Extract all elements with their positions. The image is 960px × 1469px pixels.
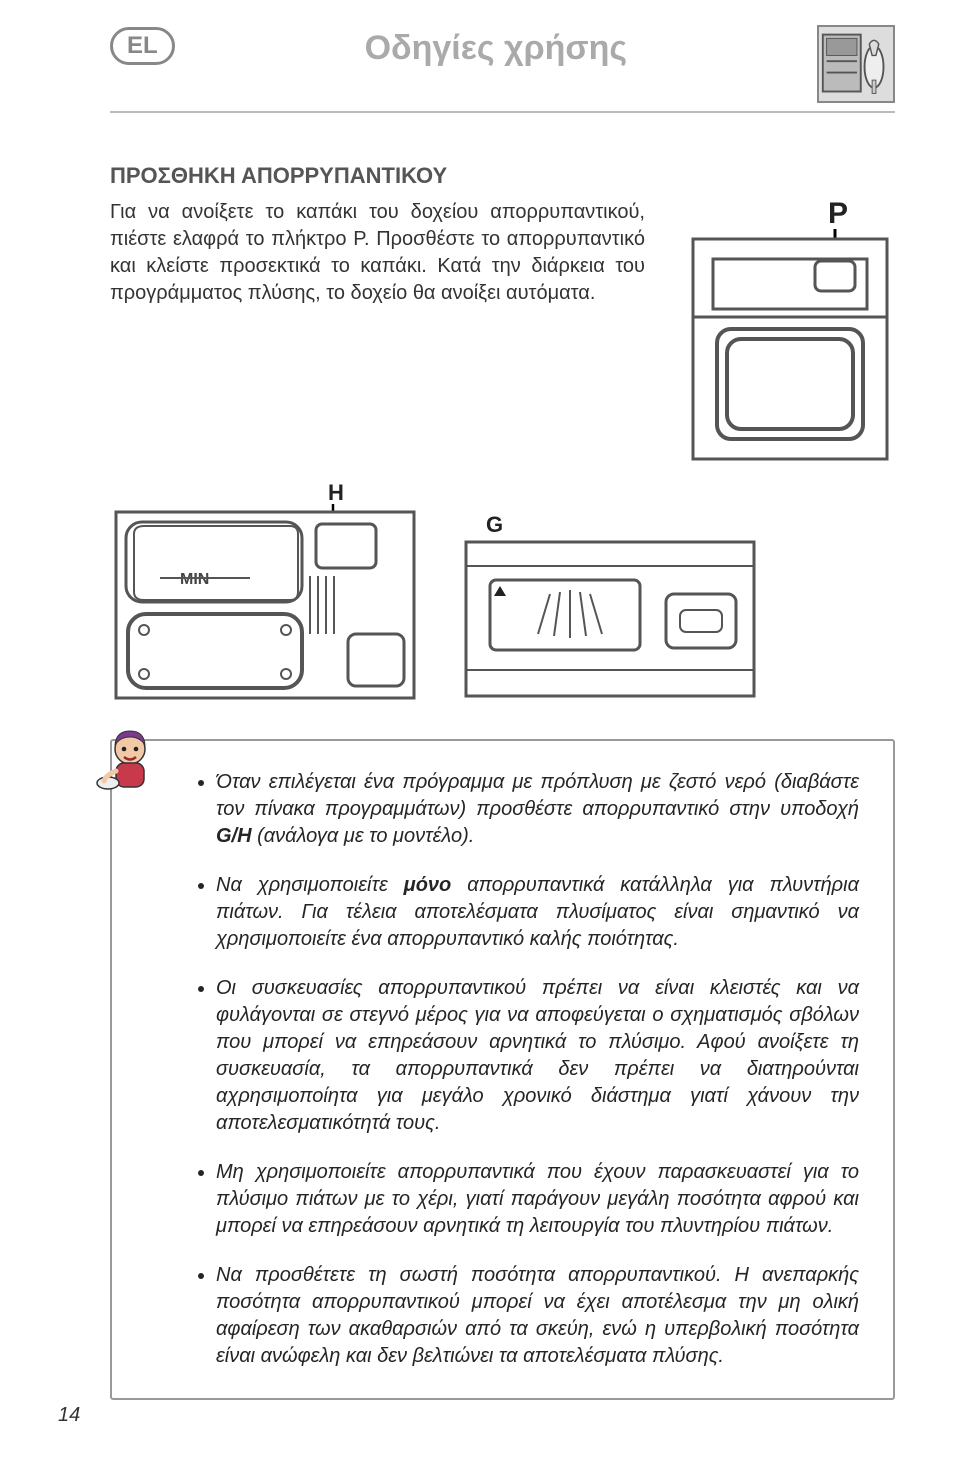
- tips-list: Όταν επιλέγεται ένα πρόγραμμα με πρόπλυσ…: [136, 769, 859, 1370]
- svg-text:MIN: MIN: [180, 571, 209, 588]
- label-p: P: [828, 199, 848, 230]
- dispenser-h-diagram: H MIN: [110, 484, 420, 709]
- list-item: Να προσθέτετε τη σωστή ποσότητα απορρυπα…: [216, 1262, 859, 1370]
- section-heading: ΠΡΟΣΘΗΚΗ ΑΠΟΡΡΥΠΑΝΤΙΚΟΥ: [110, 163, 895, 189]
- svg-text:H: H: [328, 484, 344, 505]
- list-item: Όταν επιλέγεται ένα πρόγραμμα με πρόπλυσ…: [216, 769, 859, 850]
- header-rule: [110, 111, 895, 113]
- intro-paragraph: Για να ανοίξετε το καπάκι του δοχείου απ…: [110, 199, 645, 307]
- dispenser-p-diagram: P: [685, 199, 895, 474]
- dishwasher-corner-icon: [817, 25, 895, 103]
- tips-box: Όταν επιλέγεται ένα πρόγραμμα με πρόπλυσ…: [110, 739, 895, 1400]
- svg-text:G: G: [486, 514, 503, 537]
- list-item: Μη χρησιμοποιείτε απορρυπαντικά που έχου…: [216, 1159, 859, 1240]
- list-item: Οι συσκευασίες απορρυπαντικού πρέπει να …: [216, 975, 859, 1137]
- character-icon: [96, 725, 166, 795]
- page-title: Οδηγίες χρήσης: [175, 29, 817, 68]
- language-badge: EL: [110, 27, 175, 65]
- page-number: 14: [58, 1404, 80, 1427]
- list-item: Να χρησιμοποιείτε μόνο απορρυπαντικά κατ…: [216, 872, 859, 953]
- dispenser-g-diagram: G: [460, 514, 760, 709]
